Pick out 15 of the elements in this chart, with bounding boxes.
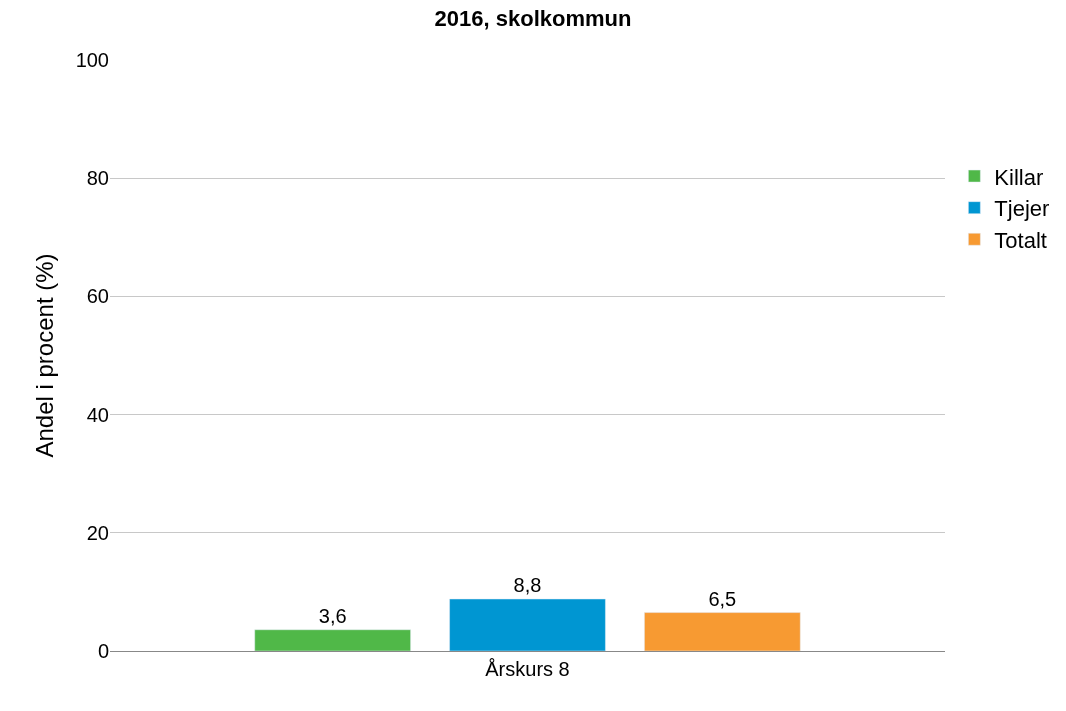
legend-label: Tjejer — [994, 196, 1050, 222]
y-tick-label: 40 — [86, 403, 109, 426]
x-tick-label: Årskurs 8 — [485, 658, 570, 680]
y-tick-label: 80 — [86, 167, 109, 190]
data-label: 8,8 — [513, 573, 542, 596]
y-tick-label: 100 — [75, 49, 109, 71]
y-tick-label: 20 — [86, 521, 109, 544]
y-tick-label: 0 — [97, 640, 109, 662]
legend-label: Totalt — [994, 227, 1047, 253]
data-label: 3,6 — [318, 604, 347, 627]
y-axis-title: Andel i procent (%) — [30, 253, 58, 458]
data-label: 6,5 — [708, 587, 737, 610]
y-tick-label: 60 — [86, 285, 109, 308]
legend-label: Killar — [994, 164, 1044, 190]
chart-title: 2016, skolkommun — [434, 6, 632, 32]
